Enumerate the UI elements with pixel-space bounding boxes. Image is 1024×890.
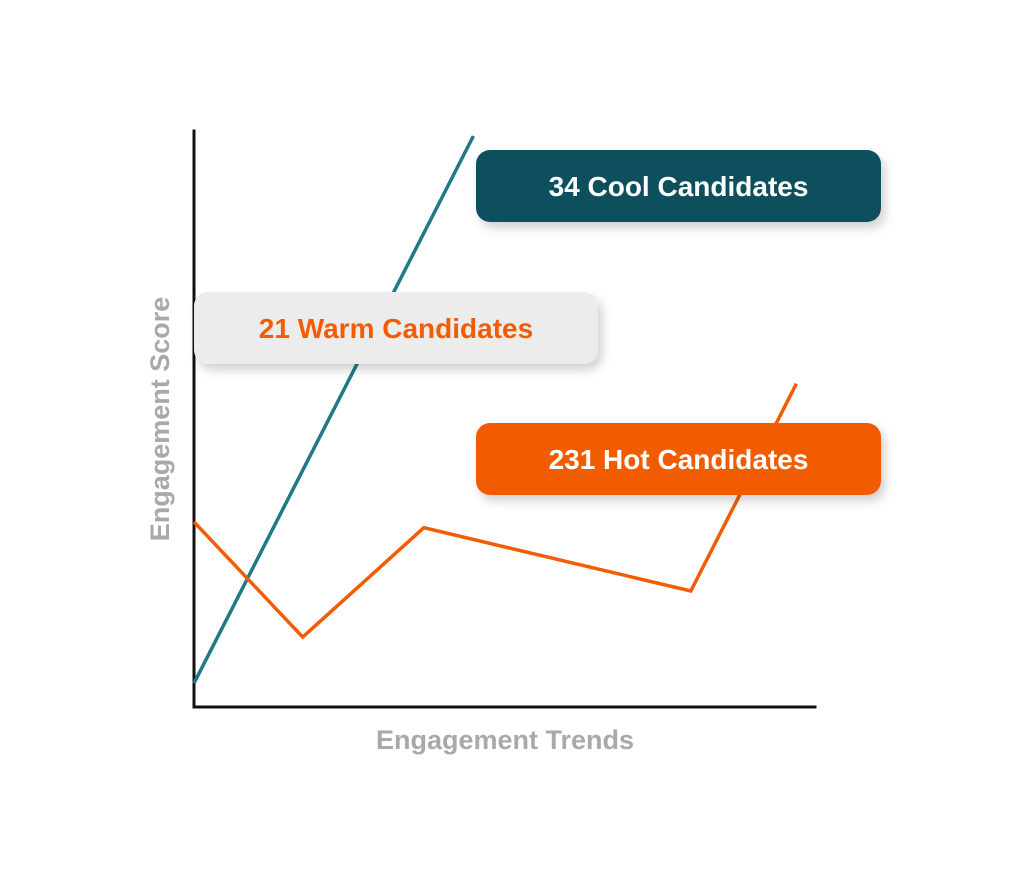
annotation-cool-box xyxy=(476,150,881,222)
series-line-orange xyxy=(192,382,798,640)
annotation-hot: 231 Hot Candidates xyxy=(476,423,881,495)
series-line-teal xyxy=(192,135,475,684)
annotation-warm-label: 21 Warm Candidates xyxy=(259,313,533,344)
x-axis-title: Engagement Trends xyxy=(376,725,634,755)
y-axis-title: Engagement Score xyxy=(145,297,175,542)
series-layer xyxy=(192,135,798,684)
annotation-warm-box xyxy=(194,292,598,364)
annotation-cool-label: 34 Cool Candidates xyxy=(549,171,809,202)
annotation-cool: 34 Cool Candidates xyxy=(476,150,881,222)
annotation-hot-label: 231 Hot Candidates xyxy=(549,444,809,475)
annotation-hot-box xyxy=(476,423,881,495)
annotation-warm: 21 Warm Candidates xyxy=(194,292,598,364)
annotation-layer: 34 Cool Candidates 21 Warm Candidates 231 … xyxy=(194,150,881,495)
